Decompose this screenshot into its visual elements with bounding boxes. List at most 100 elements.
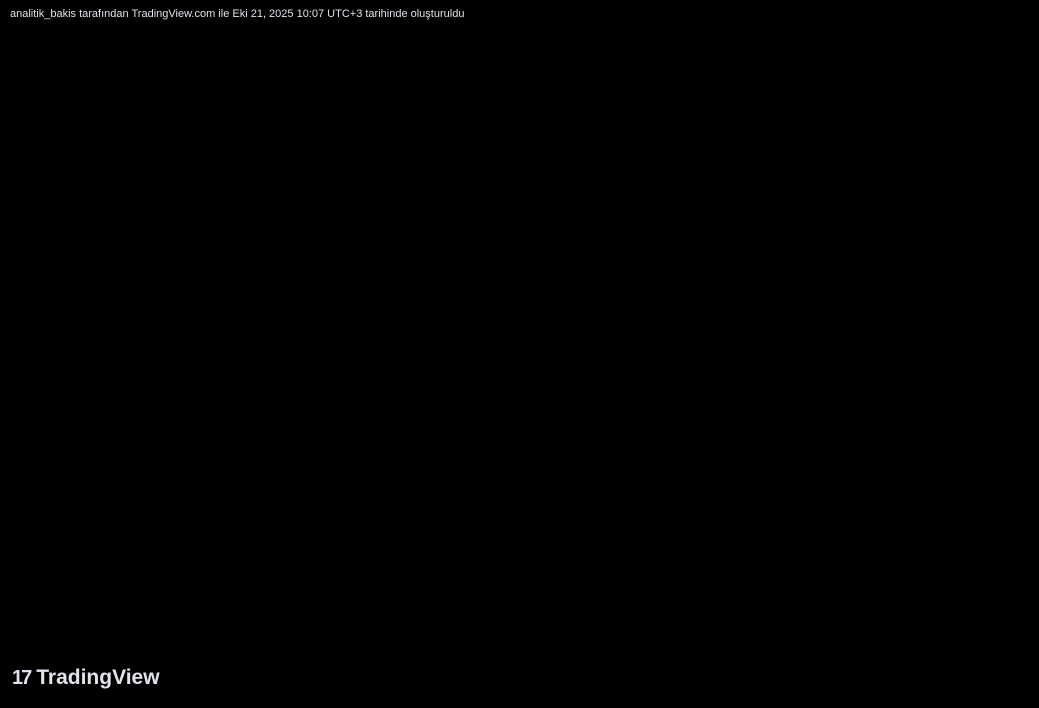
level-label: 4.216,251: [966, 223, 1015, 235]
candle-body: [293, 323, 303, 340]
candle-body: [689, 239, 699, 271]
candle-body: [473, 201, 483, 217]
y-tick-label: 3.200,000: [971, 379, 1020, 391]
candle-body: [59, 469, 69, 490]
candle-body: [527, 193, 537, 209]
candle-body: [347, 296, 357, 332]
candle-body: [743, 162, 753, 194]
x-tick-label: Tem: [160, 627, 181, 639]
candle-body: [653, 185, 663, 202]
level-box: [956, 111, 1024, 129]
level-name: POQ-DEQ: [896, 246, 948, 258]
x-tick-label: Eyl: [533, 627, 548, 639]
y-tick-label: 3.000,000: [971, 410, 1020, 422]
level-label: 4.930,708: [966, 114, 1015, 126]
candle-body: [455, 185, 465, 217]
chart-title: ETHUSDT Perpetual Contract · 1G · Bybit: [18, 36, 223, 48]
level-box: [956, 321, 1024, 339]
level-box: [956, 357, 1024, 375]
x-tick-label: Kas: [899, 627, 918, 639]
candle-body: [707, 239, 717, 271]
level-name: 3MEQ: [917, 441, 949, 453]
candle-body: [833, 280, 843, 286]
candle-body: [10, 492, 15, 501]
candle-body: [149, 495, 159, 501]
candle-body: [599, 162, 609, 194]
candle-body: [113, 495, 123, 531]
logo: 17 TradingView: [12, 666, 160, 689]
profile-area: [480, 118, 845, 370]
level-label: 3.853,845: [966, 323, 1015, 335]
level-label: 3.883,320: [966, 292, 1015, 304]
candle-body: [509, 147, 519, 194]
level-box: [956, 339, 1024, 357]
level-label: 3.550,976: [966, 341, 1015, 353]
level-label: 3.999,239: [966, 256, 1015, 268]
level-label: 3.428,676: [966, 359, 1015, 371]
x-tick-label: Eki: [713, 627, 728, 639]
caption: analitik_bakis tarafından TradingView.co…: [10, 8, 465, 20]
candle-body: [401, 262, 411, 309]
level-name: 0.66D: [919, 515, 948, 527]
range-area: [10, 370, 845, 648]
logo-text: TradingView: [36, 666, 160, 689]
moving-average: [10, 378, 839, 536]
volume-profile: [480, 140, 570, 320]
candle-body: [167, 495, 177, 504]
candle-body: [23, 480, 33, 493]
y-tick-label: 4.800,000: [971, 134, 1020, 146]
level-box: [956, 254, 1024, 272]
candle-body: [581, 193, 591, 217]
level-box: [956, 220, 1024, 238]
candle-body: [635, 178, 645, 186]
level-sublabel: +48,97%: [968, 306, 1012, 318]
y-tick-label: 5.000,000: [971, 103, 1020, 115]
level-box: [956, 149, 1024, 167]
plot: [10, 116, 950, 605]
candle-body: [815, 254, 825, 286]
level-label: 3.069,430: [966, 399, 1015, 411]
candle-body: [221, 446, 231, 484]
candle-body: [797, 254, 807, 278]
candle-body: [203, 483, 213, 493]
level-name: 0,34 Y: [916, 334, 948, 346]
candle-body: [563, 216, 573, 218]
candle-body: [671, 201, 681, 240]
candle-body: [437, 185, 447, 202]
level-name: PYEQ-6MEQ: [883, 389, 949, 401]
candle-body: [257, 369, 267, 416]
candle-body: [761, 162, 771, 202]
y-tick-label: 1.800,000: [971, 594, 1020, 606]
level-box: [956, 396, 1024, 414]
candle-body: [311, 316, 321, 324]
y-tick-label: 4.600,000: [971, 164, 1020, 176]
candle-body: [131, 500, 141, 531]
level-label: 3.981,315: [966, 274, 1015, 286]
level-label: 2.249,680: [966, 525, 1015, 537]
candle-body: [725, 193, 735, 240]
candle-body: [365, 331, 375, 340]
level-box: [956, 272, 1024, 290]
y-tick-label: 2.000,000: [971, 563, 1020, 575]
candle-body: [779, 201, 789, 278]
level-label: 4.684,188: [966, 151, 1015, 163]
y-tick-label: 5.200,000: [971, 72, 1020, 84]
level-box: [956, 192, 1024, 210]
currency-button[interactable]: [957, 31, 1025, 59]
x-tick-label: Ağu: [346, 627, 366, 639]
level-box: [956, 522, 1024, 540]
candle-body: [491, 147, 501, 202]
candle-body: [419, 201, 429, 263]
level-name: MEQ: [923, 213, 949, 225]
candle-body: [95, 483, 105, 496]
chart-frame: [0, 27, 1039, 649]
level-name: WEQ: [922, 264, 949, 276]
candle-body: [275, 339, 285, 370]
range-box: [9, 454, 231, 508]
y-tick-label: 2.800,000: [971, 440, 1020, 452]
zone: [10, 157, 950, 204]
candle-body: [617, 162, 627, 179]
candle-body: [329, 296, 339, 317]
